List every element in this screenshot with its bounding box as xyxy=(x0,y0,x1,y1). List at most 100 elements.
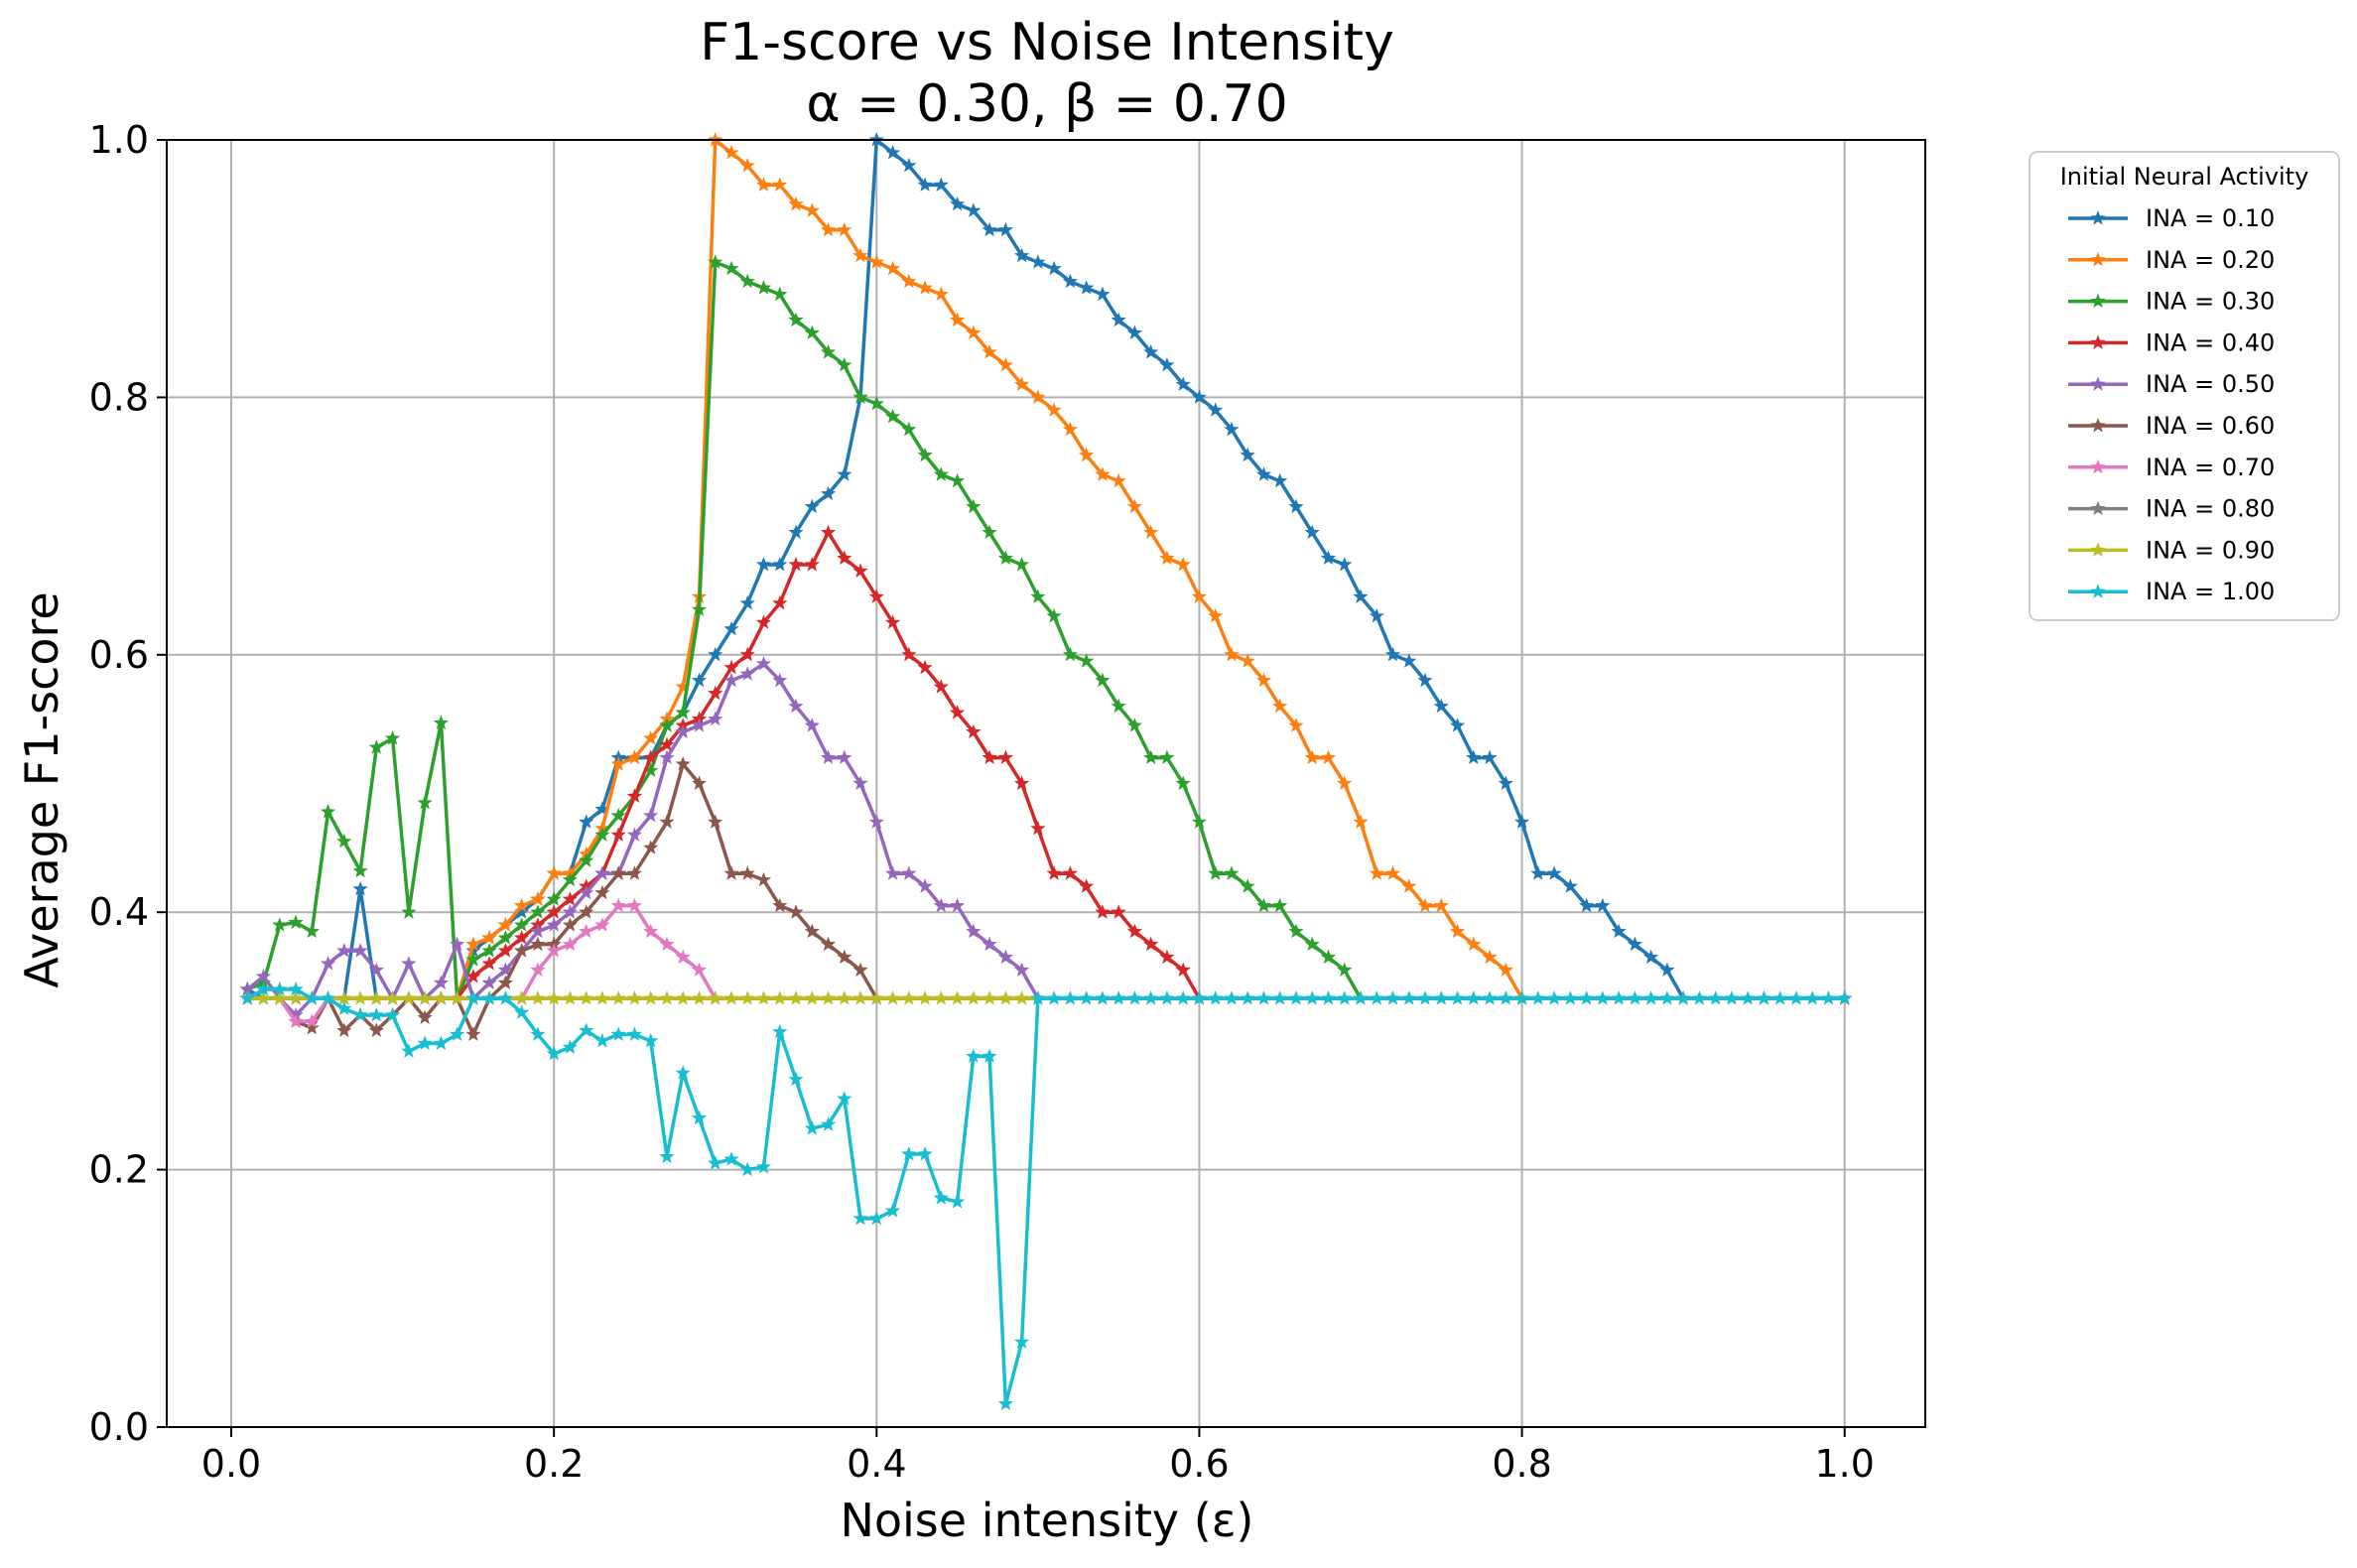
data-point xyxy=(837,990,852,1005)
data-point xyxy=(820,344,837,359)
data-point xyxy=(1272,897,1288,913)
data-point xyxy=(755,280,772,295)
data-point xyxy=(352,862,368,878)
data-point xyxy=(594,917,610,932)
data-point xyxy=(917,177,933,192)
data-point xyxy=(901,157,917,173)
data-point xyxy=(691,775,708,790)
data-point xyxy=(982,990,997,1005)
data-point xyxy=(1175,990,1191,1005)
data-point xyxy=(868,990,884,1005)
data-point xyxy=(852,962,868,977)
data-point xyxy=(1014,247,1030,263)
data-point xyxy=(1691,990,1707,1005)
data-point xyxy=(1111,472,1126,488)
data-point xyxy=(465,936,481,952)
data-point xyxy=(852,389,868,404)
data-point xyxy=(546,990,562,1005)
data-point xyxy=(1320,990,1337,1005)
data-point xyxy=(675,723,691,739)
data-point xyxy=(1159,949,1175,965)
data-point xyxy=(1079,878,1095,893)
data-point xyxy=(723,990,739,1005)
data-point xyxy=(1482,949,1498,965)
data-point xyxy=(546,904,562,919)
data-point xyxy=(626,990,643,1005)
data-point xyxy=(997,949,1013,965)
data-point xyxy=(1417,897,1433,913)
data-point xyxy=(1240,990,1255,1005)
data-point xyxy=(852,563,868,578)
legend-marker xyxy=(2090,418,2106,433)
data-point xyxy=(336,833,352,849)
data-point xyxy=(1466,936,1482,952)
legend-item: INA = 0.60 xyxy=(2068,412,2275,440)
data-point xyxy=(804,990,820,1005)
data-point xyxy=(804,1120,820,1135)
y-tick-label: 0.6 xyxy=(89,633,149,677)
data-point xyxy=(1482,990,1498,1005)
y-tick-label: 0.0 xyxy=(89,1405,149,1449)
data-point xyxy=(933,177,949,192)
data-point xyxy=(1772,990,1788,1005)
data-point xyxy=(1143,524,1159,540)
data-point xyxy=(1304,749,1320,764)
data-point xyxy=(594,884,610,900)
data-point xyxy=(1804,990,1820,1005)
data-point xyxy=(1191,814,1207,829)
series-020 xyxy=(239,132,1853,1005)
data-point xyxy=(643,1032,659,1048)
data-point xyxy=(1079,447,1095,462)
data-point xyxy=(723,145,739,160)
data-point xyxy=(837,949,852,965)
data-point xyxy=(755,655,772,671)
data-point xyxy=(401,956,417,971)
data-point xyxy=(1175,962,1191,977)
data-point xyxy=(997,990,1013,1005)
data-point xyxy=(481,990,497,1005)
data-point xyxy=(1143,749,1159,764)
data-point xyxy=(772,177,788,192)
data-point xyxy=(1756,990,1771,1005)
data-point xyxy=(1627,936,1642,952)
data-point xyxy=(950,312,966,327)
data-point xyxy=(1111,904,1126,919)
data-point xyxy=(352,880,368,896)
data-point xyxy=(950,1194,966,1209)
data-point xyxy=(1498,990,1513,1005)
data-point xyxy=(772,1023,788,1039)
data-point xyxy=(1046,607,1062,623)
data-point xyxy=(1353,990,1369,1005)
data-point xyxy=(255,981,272,996)
data-point xyxy=(336,943,352,958)
data-point xyxy=(1159,749,1175,764)
legend-item: INA = 0.30 xyxy=(2068,288,2275,316)
data-point xyxy=(336,1022,352,1037)
data-point xyxy=(1514,814,1530,829)
data-point xyxy=(610,865,626,880)
data-point xyxy=(530,936,546,952)
data-point xyxy=(1095,672,1111,688)
data-point xyxy=(465,990,481,1005)
data-point xyxy=(450,990,465,1005)
series-010 xyxy=(239,132,1853,1005)
data-point xyxy=(1240,653,1255,668)
data-point xyxy=(659,718,675,732)
data-point xyxy=(579,884,594,900)
data-point xyxy=(804,202,820,217)
data-point xyxy=(1675,990,1691,1005)
data-point xyxy=(1337,557,1353,572)
data-point xyxy=(837,357,852,372)
data-point xyxy=(368,990,384,1005)
data-point xyxy=(675,949,691,965)
data-point xyxy=(868,814,884,829)
data-point xyxy=(514,990,530,1005)
data-point xyxy=(868,395,884,411)
legend-item: INA = 0.50 xyxy=(2068,370,2275,398)
data-point xyxy=(1353,588,1369,603)
data-point xyxy=(1143,990,1159,1005)
data-point xyxy=(1030,820,1046,836)
data-point xyxy=(1530,990,1546,1005)
y-tick-label: 1.0 xyxy=(89,118,149,162)
data-point xyxy=(739,865,755,880)
